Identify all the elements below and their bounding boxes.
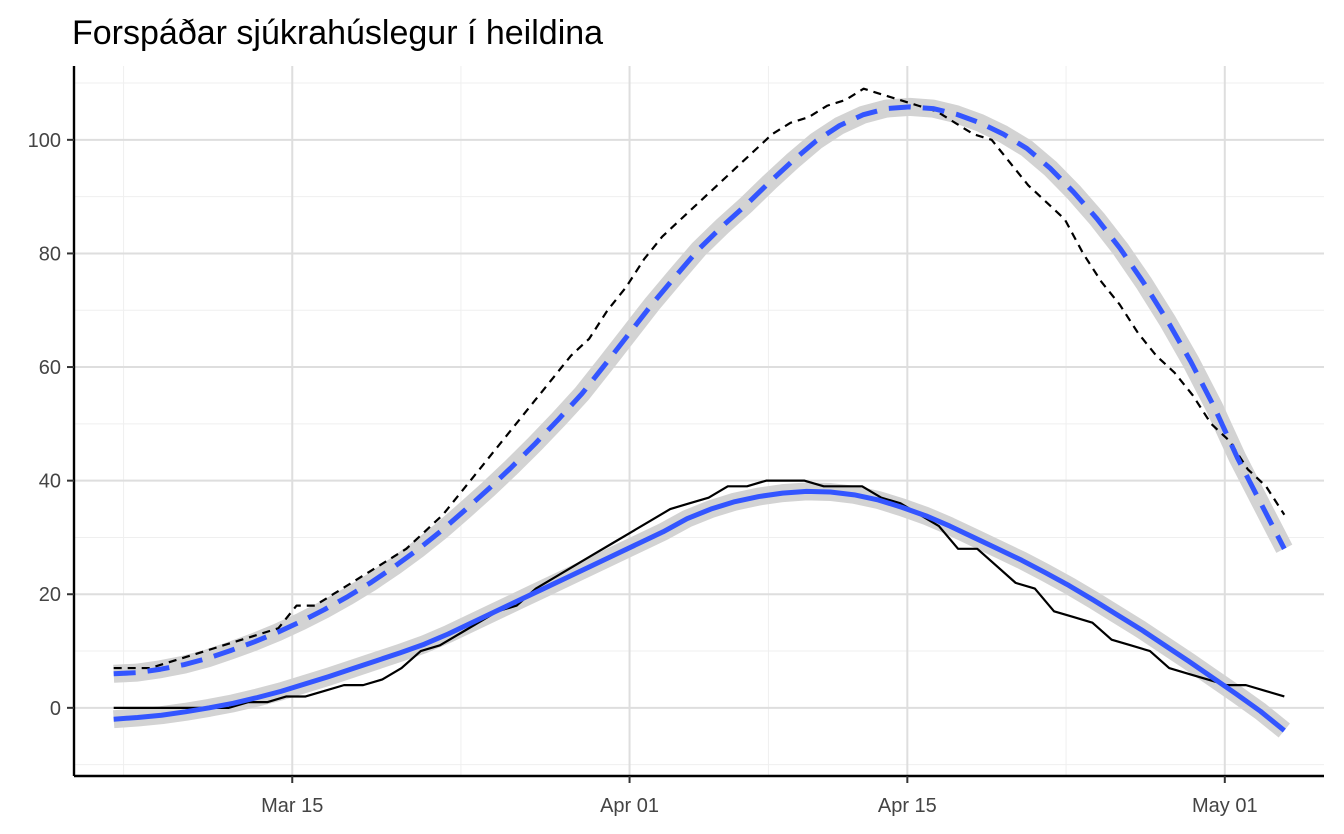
smooth-line-solid	[113, 488, 1286, 733]
confidence-band	[113, 97, 1293, 683]
x-tick-label: Mar 15	[261, 795, 323, 817]
y-tick-label: 40	[39, 471, 61, 493]
x-tick-label: May 01	[1192, 795, 1258, 817]
x-tick-label: Apr 01	[600, 795, 659, 817]
total-line-solid	[113, 479, 1285, 709]
chart-title: Forspáðar sjúkrahúslegur í heildina	[72, 14, 603, 52]
x-tick-label: Apr 15	[878, 795, 937, 817]
smooth-line-dashed	[113, 104, 1287, 677]
y-tick-label: 100	[28, 130, 61, 152]
minor-gridlines	[74, 66, 1324, 776]
y-tick-label: 60	[39, 357, 61, 379]
tick-labels: 0 20 40 60 80 100 Mar 15 Apr 01 Apr 15 May 01	[28, 130, 1258, 817]
y-tick-label: 20	[39, 584, 61, 606]
total-line-dashed	[113, 87, 1286, 670]
y-tick-label: 0	[50, 698, 61, 720]
y-tick-label: 80	[39, 243, 61, 265]
series-lines	[113, 87, 1287, 733]
major-gridlines	[74, 66, 1324, 776]
axes	[67, 66, 1324, 783]
